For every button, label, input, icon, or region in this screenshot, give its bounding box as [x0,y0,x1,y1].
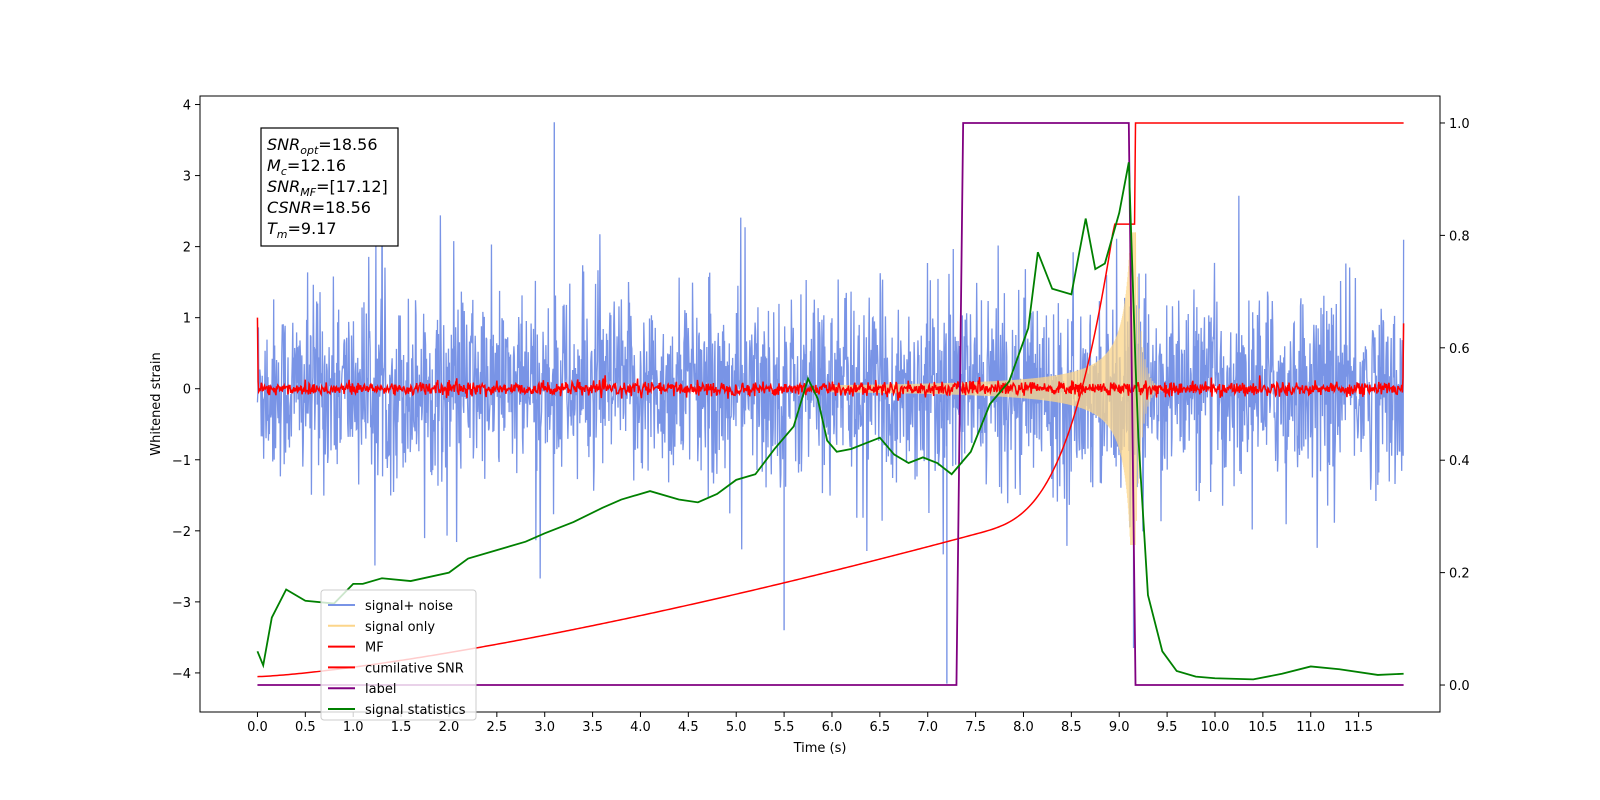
y-left-tick-label-7: −3 [172,596,191,611]
x-tick-label-3: 1.5 [391,720,412,735]
annotation-line-4: Tm=9.17 [267,219,337,241]
legend-label-2: MF [365,641,384,656]
series-signal-statistics [256,162,1404,681]
series-label [257,122,1404,686]
x-tick-label-11: 5.5 [774,720,795,735]
x-axis-ticks: 0.0 0.5 1.0 1.5 2.0 2.5 3.0 3.5 4.0 4.5 5.0 5.5 6.0 6… [247,712,1373,735]
x-tick-label-16: 8.0 [1013,720,1034,735]
plot-frame [199,95,1441,713]
x-tick-label-19: 9.5 [1157,720,1178,735]
annotation-line-2: SNRMF=[17.12] [267,177,388,199]
x-tick-label-1: 0.5 [295,720,316,735]
y-right-tick-label-5: 0.0 [1449,679,1470,694]
x-tick-label-22: 11.0 [1296,720,1325,735]
y-axis-right-ticks: 1.0 0.8 0.6 0.4 0.2 0.0 [1440,117,1470,694]
annotation-box: SNRopt=18.56Mc=12.16SNRMF=[17.12]CSNR=18… [260,127,399,247]
x-tick-label-10: 5.0 [726,720,747,735]
x-axis-label: Time (s) [793,741,847,756]
legend-label-0: signal+ noise [365,599,453,614]
x-tick-label-7: 3.5 [582,720,603,735]
x-tick-label-6: 3.0 [534,720,555,735]
x-tick-label-2: 1.0 [343,720,364,735]
x-tick-label-20: 10.0 [1201,720,1230,735]
plot-area [199,95,1441,713]
y-left-tick-label-1: 3 [183,170,191,185]
y-left-tick-label-0: 4 [183,99,191,114]
y-left-tick-label-8: −4 [172,667,191,682]
x-tick-label-0: 0.0 [247,720,268,735]
x-tick-label-5: 2.5 [486,720,507,735]
y-right-tick-label-1: 0.8 [1449,229,1470,244]
y-axis-left-ticks: 4 3 2 1 0 −1 −2 −3 −4 [172,99,200,682]
y-right-tick-label-4: 0.2 [1449,567,1470,582]
y-right-tick-label-0: 1.0 [1449,117,1470,132]
series-layer [256,122,1405,686]
x-tick-label-15: 7.5 [965,720,986,735]
y-left-tick-label-5: −1 [172,454,191,469]
annotation-line-1: Mc=12.16 [267,156,346,178]
legend: signal+ noise signal only MF cumilative SNR… [320,589,477,721]
legend-label-5: signal statistics [365,703,466,718]
x-tick-label-14: 7.0 [917,720,938,735]
y-left-tick-label-6: −2 [172,525,191,540]
x-tick-label-17: 8.5 [1061,720,1082,735]
series-signal-plus-noise [256,150,1405,579]
legend-label-1: signal only [365,620,435,635]
x-tick-label-12: 6.0 [822,720,843,735]
x-tick-label-4: 2.0 [439,720,460,735]
annotation-line-3: CSNR=18.56 [267,198,371,217]
annotation-line-0: SNRopt=18.56 [267,135,378,157]
series-signal-only-ringdown [1135,232,1175,522]
y-right-tick-label-3: 0.4 [1449,454,1470,469]
legend-label-4: label [365,682,396,697]
x-tick-label-23: 11.5 [1344,720,1373,735]
x-tick-label-9: 4.5 [678,720,699,735]
legend-label-3: cumilative SNR [365,661,464,676]
y-right-tick-label-2: 0.6 [1449,342,1470,357]
legend-entries: signal+ noise signal only MF cumilative SNR… [328,599,466,718]
y-axis-left-label: Whitened strain [149,352,164,455]
x-tick-label-21: 10.5 [1248,720,1277,735]
annotation-lines: SNRopt=18.56Mc=12.16SNRMF=[17.12]CSNR=18… [267,135,388,241]
x-tick-label-18: 9.0 [1109,720,1130,735]
y-left-tick-label-2: 2 [183,241,191,256]
series-mf [256,317,1405,401]
x-tick-label-13: 6.5 [870,720,891,735]
x-tick-label-8: 4.0 [630,720,651,735]
y-left-tick-label-4: 0 [183,383,191,398]
y-left-tick-label-3: 1 [183,312,191,327]
